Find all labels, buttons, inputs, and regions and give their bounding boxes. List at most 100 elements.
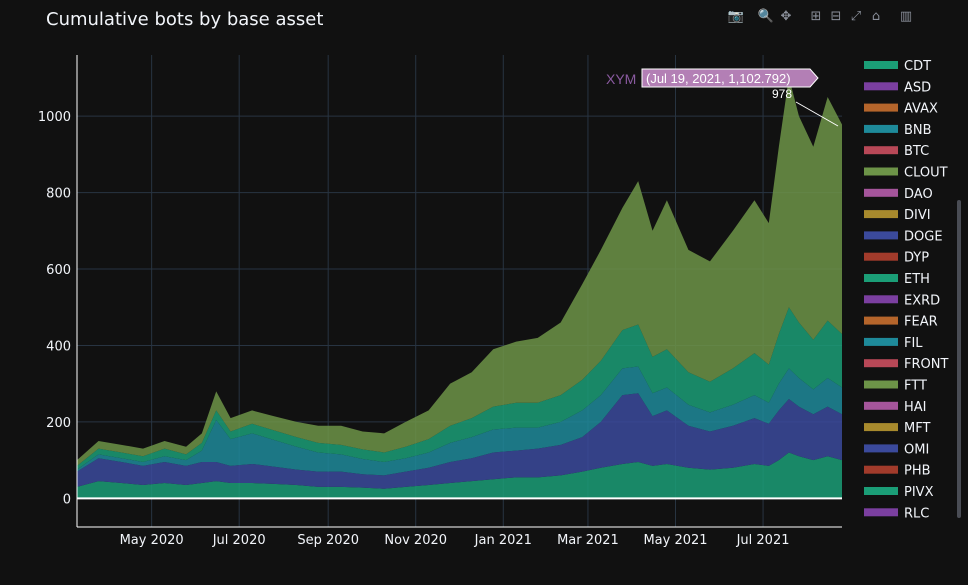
- x-tick-label: Mar 2021: [557, 533, 619, 548]
- legend-item-asd[interactable]: ASD: [864, 80, 931, 95]
- legend-swatch: [864, 188, 898, 197]
- x-tick-label: Jul 2021: [736, 533, 790, 548]
- legend-label: DAO: [904, 187, 933, 202]
- legend-item-mft[interactable]: MFT: [864, 421, 930, 436]
- y-tick-label: 400: [46, 339, 71, 354]
- y-tick-label: 1000: [38, 110, 71, 125]
- last-value-label: 978: [772, 87, 792, 101]
- legend-item-dyp[interactable]: DYP: [864, 251, 929, 266]
- legend-swatch: [864, 167, 898, 176]
- x-axis-ticks: May 2020 Jul 2020 Sep 2020 Nov 2020 Jan 2021…: [120, 533, 790, 548]
- legend-label: DYP: [904, 251, 929, 266]
- hover-box: [641, 68, 819, 88]
- legend-swatch: [864, 508, 898, 517]
- legend-item-exrd[interactable]: EXRD: [864, 293, 940, 308]
- legend-item-hai[interactable]: HAI: [864, 400, 927, 415]
- legend-item-doge[interactable]: DOGE: [864, 229, 943, 244]
- legend-swatch: [864, 316, 898, 325]
- camera-icon[interactable]: 📷: [727, 8, 745, 24]
- axes: [76, 55, 842, 528]
- legend-item-bnb[interactable]: BNB: [864, 123, 932, 138]
- legend-item-dao[interactable]: DAO: [864, 187, 933, 202]
- legend-label: OMI: [904, 442, 929, 457]
- x-tick-label: Jan 2021: [474, 533, 532, 548]
- y-axis-ticks: 0 200 400 600 800 1000: [38, 110, 71, 507]
- legend-item-rlc[interactable]: RLC: [864, 506, 929, 521]
- legend-swatch: [864, 146, 898, 155]
- legend-swatch: [864, 487, 898, 495]
- plotly-logo-icon[interactable]: ▥: [899, 8, 913, 24]
- area-doge[interactable]: [77, 393, 842, 489]
- legend-swatch: [864, 210, 898, 219]
- y-tick-label: 200: [46, 416, 71, 431]
- x-tick-label: May 2021: [643, 533, 707, 548]
- legend-item-omi[interactable]: OMI: [864, 442, 929, 457]
- legend-label: FIL: [904, 336, 923, 351]
- legend-item-eth[interactable]: ETH: [864, 272, 930, 287]
- legend-swatch: [864, 359, 898, 368]
- legend-swatch: [864, 337, 898, 346]
- modebar: 📷 🔍 ✥ ⊞ ⊟ ⤢ ⌂ ▥: [726, 6, 916, 26]
- legend-item-cdt[interactable]: CDT: [864, 59, 931, 74]
- legend-label: AVAX: [904, 102, 938, 117]
- area-bnb[interactable]: [77, 366, 842, 476]
- legend-label: DIVI: [904, 208, 931, 223]
- x-tick-label: Nov 2020: [384, 533, 447, 548]
- legend-swatch: [864, 231, 898, 240]
- legend[interactable]: CDT ASD AVAX BNB BTC CLOUT DAO DIVI DOGE DYP ETH EX…: [864, 59, 948, 521]
- pan-icon[interactable]: ✥: [780, 8, 792, 24]
- hover-text: (Jul 19, 2021, 1,102.792): [646, 71, 791, 86]
- legend-swatch: [864, 444, 898, 453]
- legend-item-front[interactable]: FRONT: [864, 357, 948, 372]
- legend-label: EXRD: [904, 293, 940, 308]
- legend-label: BNB: [904, 123, 932, 138]
- legend-swatch: [864, 465, 898, 474]
- legend-item-ftt[interactable]: FTT: [864, 379, 927, 394]
- legend-label: FTT: [904, 379, 927, 394]
- legend-swatch: [864, 82, 898, 91]
- legend-label: MFT: [904, 421, 930, 436]
- zoom-out-icon[interactable]: ⊟: [830, 8, 842, 24]
- legend-swatch: [864, 423, 898, 432]
- legend-item-fear[interactable]: FEAR: [864, 315, 938, 330]
- legend-swatch: [864, 103, 898, 112]
- legend-label: RLC: [904, 506, 929, 521]
- legend-item-divi[interactable]: DIVI: [864, 208, 931, 223]
- legend-label: PHB: [904, 464, 931, 479]
- legend-label: CDT: [904, 59, 931, 74]
- legend-label: PIVX: [904, 485, 934, 500]
- x-tick-label: May 2020: [120, 533, 184, 548]
- legend-item-btc[interactable]: BTC: [864, 144, 929, 159]
- area-clout[interactable]: [77, 77, 842, 466]
- legend-item-pivx[interactable]: PIVX: [864, 485, 934, 500]
- autoscale-icon[interactable]: ⤢: [850, 8, 862, 24]
- legend-label: DOGE: [904, 229, 943, 244]
- y-tick-label: 800: [46, 187, 71, 202]
- legend-item-avax[interactable]: AVAX: [864, 102, 938, 117]
- hover-tooltip: XYM (Jul 19, 2021, 1,102.792) 978: [606, 68, 839, 127]
- zoom-icon[interactable]: 🔍: [757, 8, 775, 24]
- zoom-in-icon[interactable]: ⊞: [810, 8, 822, 24]
- legend-label: FRONT: [904, 357, 948, 372]
- legend-swatch: [864, 401, 898, 410]
- legend-item-fil[interactable]: FIL: [864, 336, 923, 351]
- home-icon[interactable]: ⌂: [871, 8, 881, 24]
- legend-scrollbar[interactable]: [957, 200, 961, 518]
- x-tick-label: Jul 2020: [212, 533, 266, 548]
- area-cdt[interactable]: [77, 452, 842, 499]
- legend-label: ETH: [904, 272, 930, 287]
- y-tick-label: 0: [63, 492, 71, 507]
- hover-series-label: XYM: [606, 71, 636, 87]
- x-tick-label: Sep 2020: [297, 533, 359, 548]
- legend-swatch: [864, 124, 898, 133]
- stacked-areas[interactable]: [77, 77, 842, 499]
- y-tick-label: 600: [46, 263, 71, 278]
- legend-label: CLOUT: [904, 166, 948, 181]
- legend-item-clout[interactable]: CLOUT: [864, 166, 948, 181]
- legend-item-phb[interactable]: PHB: [864, 464, 931, 479]
- legend-label: ASD: [904, 80, 931, 95]
- legend-swatch: [864, 61, 898, 69]
- legend-label: HAI: [904, 400, 927, 415]
- area-eth[interactable]: [77, 307, 842, 470]
